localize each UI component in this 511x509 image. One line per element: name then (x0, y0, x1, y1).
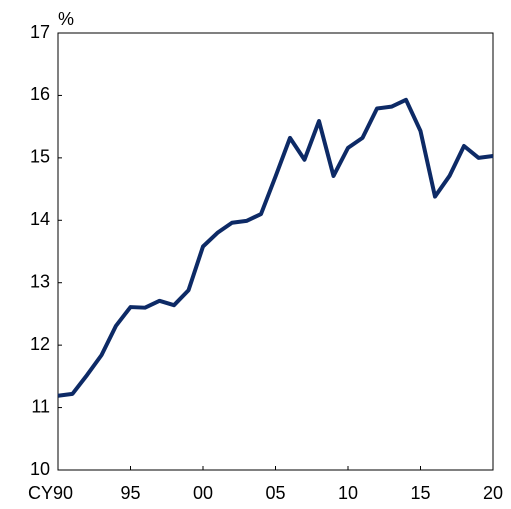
y-tick-label: 10 (30, 459, 50, 479)
x-tick-label: 10 (338, 483, 358, 503)
x-tick-label: 05 (265, 483, 285, 503)
x-tick-label: 00 (193, 483, 213, 503)
y-tick-label: 13 (30, 271, 50, 291)
data-line (57, 97, 494, 398)
y-tick-label: 15 (30, 147, 50, 167)
y-tick-label: 17 (30, 22, 50, 42)
x-tick-label: 15 (410, 483, 430, 503)
y-tick-label: 11 (31, 396, 50, 416)
y-tick-label: 16 (30, 84, 50, 104)
y-tick-label: 14 (30, 209, 50, 229)
y-unit: % (58, 9, 74, 29)
x-tick-label: 95 (120, 483, 140, 503)
plot-frame (57, 32, 494, 471)
y-tick-label: 12 (30, 334, 50, 354)
x-tick-label: CY90 (28, 483, 73, 503)
x-tick-label: 20 (483, 483, 503, 503)
